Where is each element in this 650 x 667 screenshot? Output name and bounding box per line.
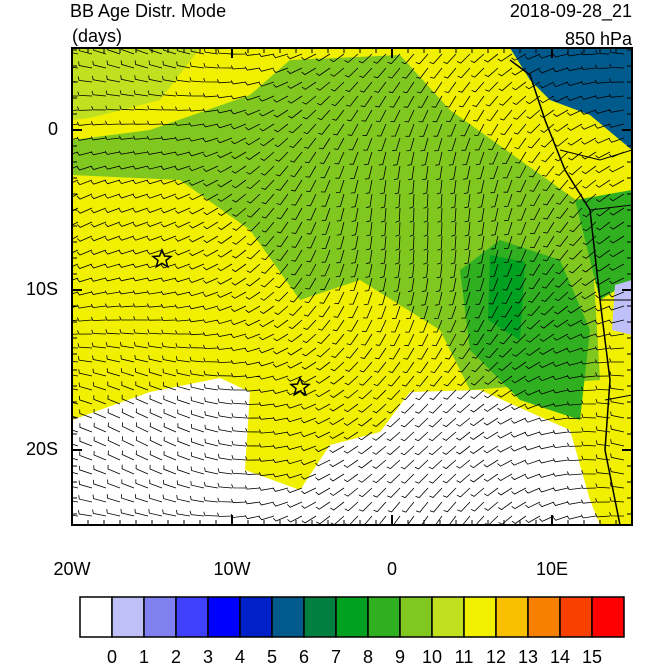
colorbar-label: 3	[203, 647, 213, 667]
colorbar-label: 0	[107, 647, 117, 667]
colorbar-box	[239, 596, 273, 638]
units: (days)	[72, 26, 122, 46]
lon-label: 20W	[53, 559, 90, 579]
lon-label: 10W	[213, 559, 250, 579]
colorbar-box	[463, 596, 497, 638]
colorbar-label: 13	[518, 647, 538, 667]
star-marker	[289, 376, 311, 397]
colorbar-label: 9	[395, 647, 405, 667]
colorbar-label: 10	[422, 647, 442, 667]
time: 2018-09-28_21	[510, 1, 632, 22]
colorbar-box	[303, 596, 337, 638]
colorbar-box	[175, 596, 209, 638]
title: BB Age Distr. Mode	[70, 1, 226, 21]
colorbar-label: 2	[171, 647, 181, 667]
colorbar-box	[143, 596, 177, 638]
colorbar-box	[111, 596, 145, 638]
colorbar-box	[367, 596, 401, 638]
colorbar-box	[431, 596, 465, 638]
lat-label: 20S	[26, 439, 58, 459]
field	[520, 48, 632, 525]
lat-label: 0	[48, 119, 58, 139]
colorbar-box	[559, 596, 593, 638]
axes: 20W 10W 0 10E 0 10S 20S	[26, 48, 632, 579]
colorbar-label: 14	[550, 647, 570, 667]
colorbar: 0 1 2 3 4 5 6 7 8 9 10 11 12 13 14 15	[79, 596, 625, 667]
colorbar-box	[591, 596, 625, 638]
colorbar-box	[271, 596, 305, 638]
field	[612, 280, 632, 335]
colorbar-label: 15	[582, 647, 602, 667]
lon-label: 10E	[536, 559, 568, 579]
colorbar-label: 7	[331, 647, 341, 667]
colorbar-box	[207, 596, 241, 638]
map-field	[72, 48, 632, 525]
colorbar-label: 4	[235, 647, 245, 667]
colorbar-box	[399, 596, 433, 638]
colorbar-box	[495, 596, 529, 638]
colorbar-label: 8	[363, 647, 373, 667]
colorbar-label: 1	[139, 647, 149, 667]
colorbar-box	[335, 596, 369, 638]
colorbar-label: 5	[267, 647, 277, 667]
map-frame	[71, 47, 633, 526]
colorbar-label: 11	[455, 647, 474, 667]
field	[510, 48, 632, 150]
lon-label: 0	[387, 559, 397, 579]
level: 850 hPa	[565, 29, 633, 49]
colorbar-label: 6	[299, 647, 309, 667]
wind-barb	[72, 48, 625, 525]
colorbar-box	[527, 596, 561, 638]
lat-label: 10S	[26, 279, 58, 299]
wind-barbs	[72, 48, 625, 525]
colorbar-box	[79, 596, 113, 638]
field	[488, 255, 525, 340]
star-marker	[151, 248, 173, 269]
colorbar-label: 12	[486, 647, 506, 667]
field	[72, 378, 600, 525]
field	[575, 190, 632, 300]
border	[559, 149, 632, 401]
